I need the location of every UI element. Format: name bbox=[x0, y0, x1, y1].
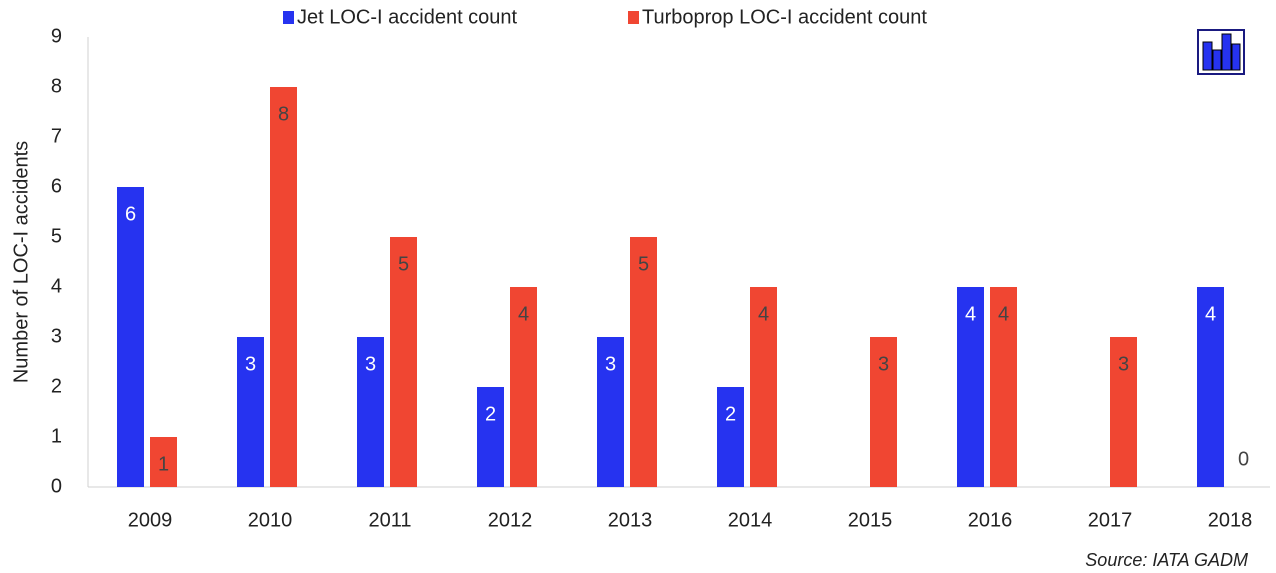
y-tick-label: 8 bbox=[51, 75, 62, 97]
y-tick-label: 2 bbox=[51, 375, 62, 397]
bar bbox=[150, 437, 177, 487]
x-tick-label: 2009 bbox=[128, 509, 173, 531]
data-label: 3 bbox=[365, 353, 376, 375]
y-tick-label: 1 bbox=[51, 425, 62, 447]
legend-label: Turboprop LOC-I accident count bbox=[642, 6, 927, 28]
data-label: 4 bbox=[965, 303, 976, 325]
bar bbox=[510, 287, 537, 487]
x-tick-label: 2011 bbox=[368, 509, 411, 531]
data-label: 3 bbox=[1118, 353, 1129, 375]
source: Source: IATA GADM bbox=[1085, 550, 1248, 570]
x-tick-label: 2010 bbox=[248, 509, 293, 531]
y-tick-label: 7 bbox=[51, 125, 62, 147]
x-tick-label: 2015 bbox=[848, 509, 893, 531]
bar bbox=[597, 337, 624, 487]
bar bbox=[1197, 287, 1224, 487]
data-label: 8 bbox=[278, 103, 289, 125]
data-label: 6 bbox=[125, 203, 136, 225]
bar bbox=[477, 387, 504, 487]
bar bbox=[717, 387, 744, 487]
data-label: 2 bbox=[485, 403, 496, 425]
x-tick-label: 2012 bbox=[488, 509, 533, 531]
bar bbox=[390, 237, 417, 487]
data-label: 3 bbox=[605, 353, 616, 375]
legend-swatch bbox=[628, 11, 639, 24]
x-tick-label: 2013 bbox=[608, 509, 653, 531]
data-label: 4 bbox=[1205, 303, 1216, 325]
data-label: 3 bbox=[245, 353, 256, 375]
bar bbox=[270, 87, 297, 487]
y-tick-label: 5 bbox=[51, 225, 62, 247]
bar bbox=[1110, 337, 1137, 487]
data-label: 0 bbox=[1238, 448, 1249, 470]
bar bbox=[630, 237, 657, 487]
bar bbox=[357, 337, 384, 487]
legend-label: Jet LOC-I accident count bbox=[297, 6, 518, 28]
data-label: 3 bbox=[878, 353, 889, 375]
data-label: 4 bbox=[518, 303, 529, 325]
y-tick-label: 6 bbox=[51, 175, 62, 197]
data-label: 4 bbox=[758, 303, 769, 325]
y-tick-label: 4 bbox=[51, 275, 62, 297]
bar bbox=[750, 287, 777, 487]
x-tick-label: 2017 bbox=[1088, 509, 1133, 531]
y-tick-label: 0 bbox=[51, 475, 62, 497]
icon bbox=[1197, 29, 1245, 75]
x-tick-label: 2018 bbox=[1208, 509, 1253, 531]
legend-swatch bbox=[283, 11, 294, 24]
y-tick-label: 9 bbox=[51, 25, 62, 47]
y-tick-label: 3 bbox=[51, 325, 62, 347]
bar bbox=[957, 287, 984, 487]
data-label: 2 bbox=[725, 403, 736, 425]
bar bbox=[990, 287, 1017, 487]
bar bbox=[870, 337, 897, 487]
x-tick-label: 2014 bbox=[728, 509, 773, 531]
data-label: 1 bbox=[158, 453, 169, 475]
data-label: 4 bbox=[998, 303, 1009, 325]
data-label: 5 bbox=[638, 253, 649, 275]
bar bbox=[117, 187, 144, 487]
y-axis-label: Number of LOC-I accidents bbox=[10, 141, 32, 383]
data-label: 5 bbox=[398, 253, 409, 275]
bar bbox=[237, 337, 264, 487]
x-tick-label: 2016 bbox=[968, 509, 1013, 531]
